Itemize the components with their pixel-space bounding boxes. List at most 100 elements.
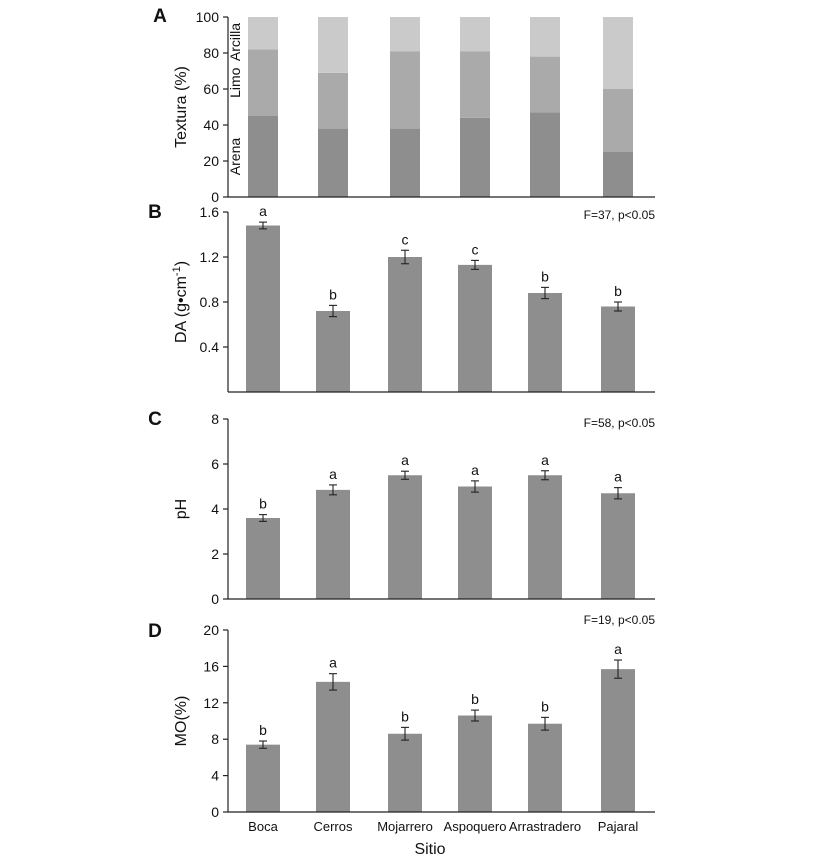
error-bar [259, 514, 267, 522]
y-tick-label: 60 [203, 81, 219, 97]
significance-letter: b [329, 286, 337, 302]
significance-letter: a [401, 452, 409, 468]
significance-letter: b [259, 496, 267, 512]
bar-pajaral [601, 493, 635, 599]
significance-letter: a [471, 462, 479, 478]
bar-boca [246, 225, 280, 392]
y-tick-label: 2 [211, 546, 219, 562]
bar-limo-pajaral [603, 89, 633, 152]
bar-arena-cerros [318, 128, 348, 197]
error-bar [259, 221, 267, 230]
y-tick-label: 12 [203, 695, 219, 711]
x-axis-title: Sitio [414, 841, 445, 858]
y-tick-label: 0.8 [200, 294, 220, 310]
series-label-arena: Arena [227, 138, 243, 176]
error-bar [471, 709, 479, 722]
bar-limo-arrastradero [530, 56, 560, 113]
bar-arrastradero [528, 293, 562, 392]
x-tick-label: Pajaral [598, 819, 639, 834]
y-tick-label: 6 [211, 456, 219, 472]
bar-limo-mojarrero [390, 51, 420, 129]
series-label-arcilla: Arcilla [227, 23, 243, 61]
bar-aspoquero [458, 715, 492, 812]
bar-arena-arrastradero [530, 112, 560, 197]
error-bar [401, 726, 409, 741]
error-bar [541, 286, 549, 300]
significance-letter: b [259, 722, 267, 738]
y-axis-title: DA (g•cm-1) [171, 261, 190, 343]
bar-aspoquero [458, 486, 492, 599]
bar-limo-cerros [318, 72, 348, 129]
y-tick-label: 40 [203, 117, 219, 133]
bar-arcilla-arrastradero [530, 17, 560, 57]
y-tick-label: 4 [211, 501, 219, 517]
significance-letter: a [541, 452, 549, 468]
bar-arena-aspoquero [460, 117, 490, 197]
y-tick-label: 0 [211, 591, 219, 607]
panel-c: Cb a a a a a F=58, p<0.05 0 2 4 6 8 pH [148, 409, 655, 607]
y-tick-label: 0.4 [200, 339, 220, 355]
panel-letter: B [148, 202, 162, 223]
bar-pajaral [601, 669, 635, 812]
panel-a: A Arena Limo Arcilla 0 20 40 60 80 100 Textura (%) [153, 6, 655, 205]
error-bar [471, 259, 479, 270]
stat-annotation: F=58, p<0.05 [584, 416, 656, 430]
y-tick-label: 1.2 [200, 249, 220, 265]
error-bar [401, 470, 409, 480]
bar-boca [246, 744, 280, 812]
bar-limo-boca [248, 49, 278, 116]
bar-cerros [316, 489, 350, 599]
significance-letter: a [259, 203, 267, 219]
significance-letter: b [471, 691, 479, 707]
significance-letter: a [614, 469, 622, 485]
bar-arcilla-boca [248, 17, 278, 50]
x-tick-label: Aspoquero [444, 819, 507, 834]
y-tick-label: 0 [211, 804, 219, 820]
stat-annotation: F=19, p<0.05 [584, 613, 656, 627]
error-bar [541, 470, 549, 481]
error-bar [614, 487, 622, 500]
bar-pajaral [601, 306, 635, 392]
error-bar [614, 301, 622, 312]
bar-cerros [316, 681, 350, 812]
bar-mojarrero [388, 733, 422, 812]
bar-arcilla-pajaral [603, 17, 633, 89]
y-tick-label: 4 [211, 768, 219, 784]
error-bar [614, 659, 622, 679]
error-bar [401, 249, 409, 265]
bar-arrastradero [528, 723, 562, 812]
significance-letter: b [614, 283, 622, 299]
x-tick-label: Boca [248, 819, 278, 834]
error-bar [471, 480, 479, 493]
panel-letter: A [153, 6, 167, 27]
bar-arcilla-cerros [318, 17, 348, 73]
error-bar [541, 716, 549, 731]
x-tick-label: Mojarrero [377, 819, 433, 834]
bar-arrastradero [528, 475, 562, 599]
panel-d: Db a b b b a F=19, p<0.05 0 4 8 12 16 20 MO(%) Boca Cer… [148, 613, 655, 834]
stat-annotation: F=37, p<0.05 [584, 208, 656, 222]
significance-letter: a [329, 655, 337, 671]
bar-arcilla-mojarrero [390, 17, 420, 52]
bar-arcilla-aspoquero [460, 17, 490, 52]
bar-arena-boca [248, 116, 278, 197]
panel-letter: C [148, 409, 162, 430]
y-tick-label: 0 [211, 189, 219, 205]
significance-letter: b [541, 268, 549, 284]
y-axis-title: Textura (%) [173, 66, 190, 148]
bar-cerros [316, 311, 350, 392]
x-tick-label: Arrastradero [509, 819, 581, 834]
y-tick-label: 20 [203, 153, 219, 169]
y-tick-label: 8 [211, 731, 219, 747]
y-tick-label: 1.6 [200, 204, 220, 220]
bar-arena-mojarrero [390, 128, 420, 197]
significance-letter: b [401, 708, 409, 724]
series-label-limo: Limo [227, 67, 243, 98]
y-tick-label: 80 [203, 45, 219, 61]
error-bar [329, 673, 337, 691]
significance-letter: a [329, 466, 337, 482]
y-axis-title: pH [173, 499, 190, 519]
